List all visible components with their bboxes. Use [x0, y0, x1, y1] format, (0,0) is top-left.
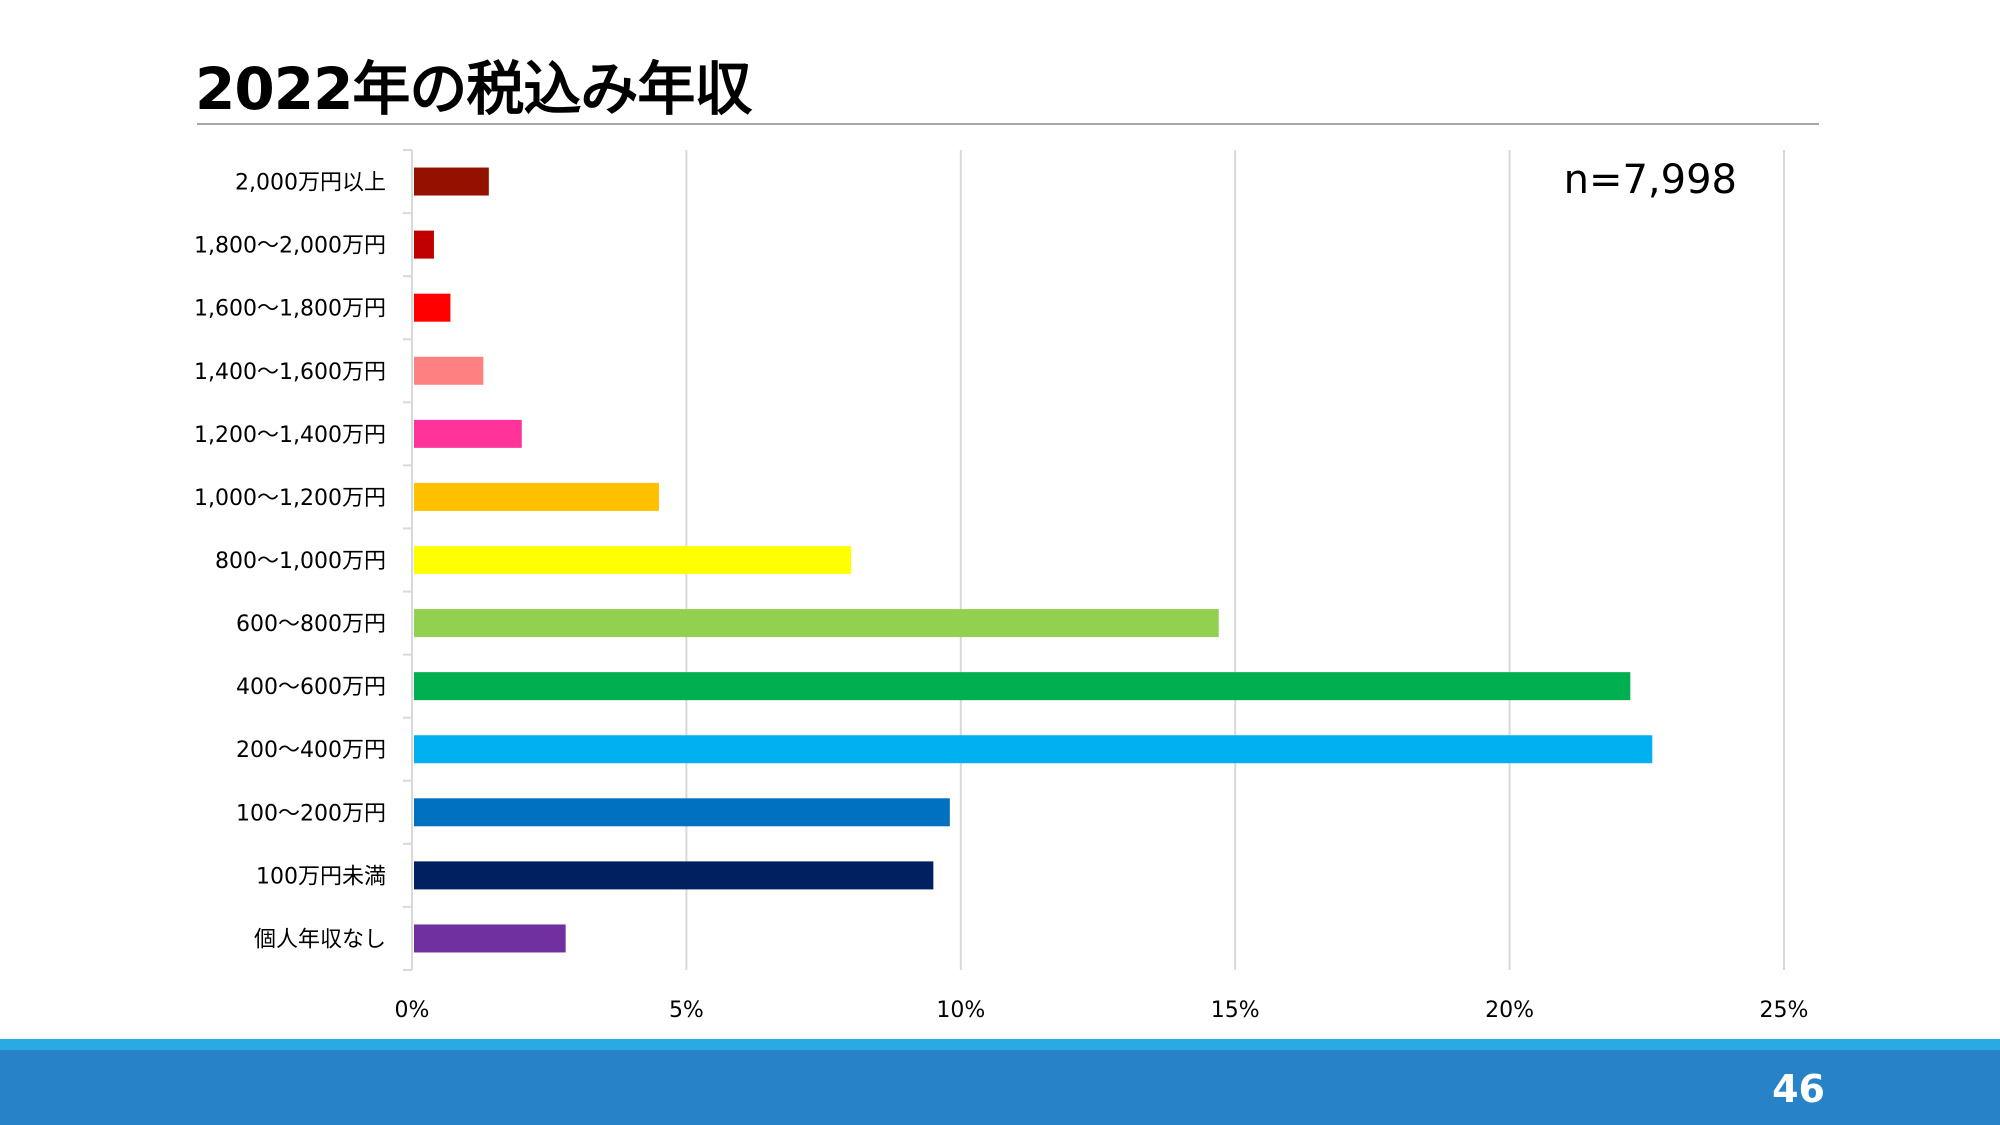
category-label: 1,600〜1,800万円 [194, 297, 386, 322]
x-tick-label: 0% [395, 998, 430, 1023]
category-label: 1,000〜1,200万円 [194, 486, 386, 511]
category-label: 200〜400万円 [236, 738, 386, 763]
bar [414, 861, 934, 890]
category-label: 100万円未満 [256, 864, 386, 889]
footer-stripe [0, 1039, 2000, 1050]
slide-title: 2022年の税込み年収 [195, 55, 752, 123]
category-label: 1,400〜1,600万円 [194, 360, 386, 385]
x-tick-label: 25% [1760, 998, 1809, 1023]
x-tick-label: 15% [1211, 998, 1260, 1023]
bar [414, 419, 522, 448]
page-number: 46 [1772, 1067, 1825, 1111]
category-label: 800〜1,000万円 [215, 549, 386, 574]
bar [414, 230, 434, 259]
category-label: 600〜800万円 [236, 612, 386, 637]
bar [414, 672, 1631, 701]
bar [414, 924, 566, 953]
chart-axes [403, 149, 413, 971]
bar [414, 167, 489, 196]
category-label: 100〜200万円 [236, 801, 386, 826]
bar [414, 798, 950, 827]
title-divider [197, 123, 1819, 125]
footer-bar [0, 1050, 2000, 1125]
category-label: 2,000万円以上 [235, 171, 386, 196]
sample-size-label: n=7,998 [1563, 157, 1737, 203]
chart-category-labels: 2,000万円以上 1,800〜2,000万円 1,600〜1,800万円 1,400… [194, 171, 386, 953]
category-label: 1,200〜1,400万円 [194, 423, 386, 448]
bar [414, 546, 852, 574]
bar [414, 482, 659, 511]
bar [414, 356, 484, 385]
category-label: 400〜600万円 [236, 675, 386, 700]
chart-tick-labels: 0% 5% 10% 15% 20% 25% [395, 998, 1809, 1023]
chart-bars [414, 167, 1653, 953]
category-label: 個人年収なし [254, 927, 386, 952]
x-tick-label: 20% [1485, 998, 1534, 1023]
x-tick-label: 10% [936, 998, 985, 1023]
category-label: 1,800〜2,000万円 [194, 234, 386, 259]
bar [414, 609, 1219, 638]
x-tick-label: 5% [669, 998, 704, 1023]
bar [414, 735, 1653, 764]
bar [414, 293, 451, 322]
